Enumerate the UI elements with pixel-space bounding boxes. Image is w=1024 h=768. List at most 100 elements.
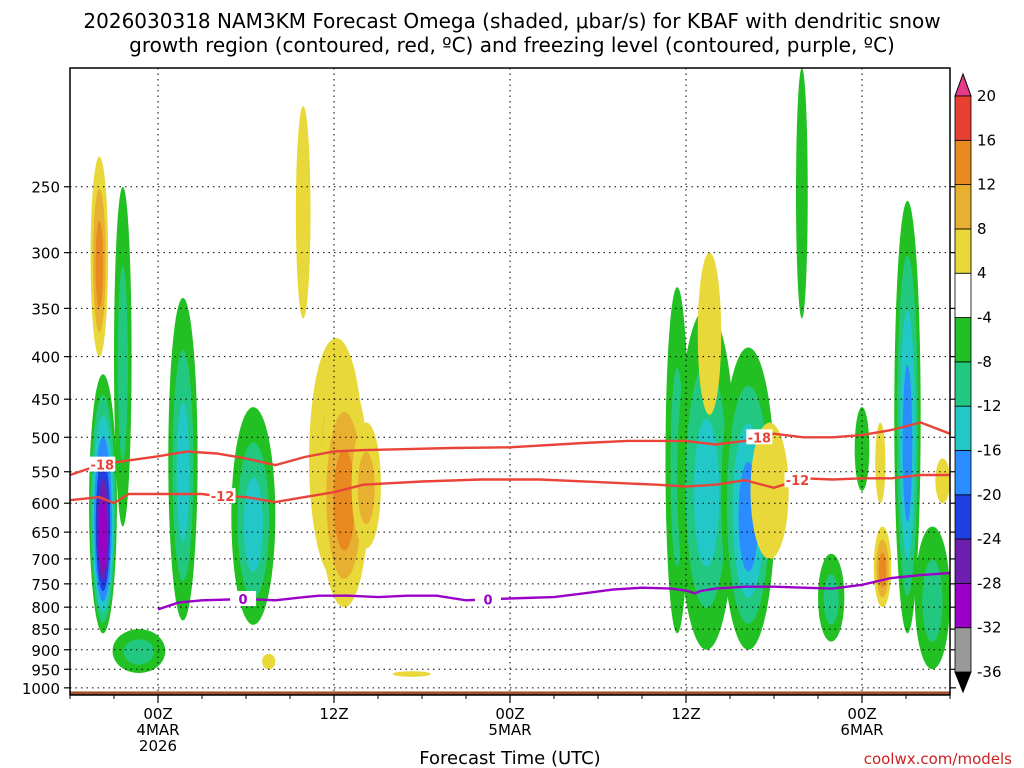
x-tick-label: 2026 bbox=[139, 737, 177, 755]
y-tick-label: 800 bbox=[31, 599, 60, 617]
colorbar-box bbox=[954, 361, 972, 407]
colorbar-label: -32 bbox=[977, 619, 1002, 637]
colorbar-box bbox=[954, 228, 972, 274]
omega-band bbox=[875, 422, 886, 504]
x-tick-label: 00Z bbox=[143, 705, 172, 723]
omega-feature-14 bbox=[750, 422, 789, 559]
omega-feature-1 bbox=[90, 156, 109, 357]
omega-band bbox=[295, 106, 311, 319]
grid-lines bbox=[70, 68, 950, 695]
omega-band bbox=[117, 265, 128, 462]
colorbar-box bbox=[954, 139, 972, 186]
colorbar-box bbox=[954, 538, 972, 584]
x-tick-label: 00Z bbox=[847, 705, 876, 723]
omega-band bbox=[823, 574, 839, 625]
contour-label: -18 bbox=[91, 459, 115, 474]
y-tick-label: 450 bbox=[31, 391, 60, 409]
credit-link[interactable]: coolwx.com/models bbox=[864, 750, 1012, 768]
colorbar-box bbox=[954, 494, 972, 540]
omega-feature-20 bbox=[854, 407, 870, 491]
omega-feature-19 bbox=[914, 526, 950, 670]
omega-feature-15 bbox=[796, 68, 808, 319]
omega-band bbox=[750, 422, 789, 559]
x-tick-label: 12Z bbox=[671, 705, 700, 723]
colorbar-arrow-high bbox=[954, 72, 972, 97]
colorbar-label: -36 bbox=[977, 663, 1002, 681]
x-tick-label: 00Z bbox=[495, 705, 524, 723]
colorbar-box bbox=[954, 317, 972, 363]
colorbar-label: 20 bbox=[977, 87, 996, 105]
omega-feature-5 bbox=[295, 106, 311, 319]
colorbar: -36 -32 -28 -24 -20 -16 -12 -8 -4 4 8 12 16 20 bbox=[954, 72, 1002, 694]
colorbar-label: -20 bbox=[977, 486, 1002, 504]
colorbar-label: -16 bbox=[977, 441, 1002, 459]
colorbar-label: -8 bbox=[977, 353, 992, 371]
x-axis-label: Forecast Time (UTC) bbox=[419, 748, 600, 768]
y-axis: 250 300 350 400 450 500 550 600 650 700 750 800 850 9… bbox=[22, 179, 956, 698]
omega-band bbox=[99, 499, 107, 571]
contour--18 bbox=[70, 421, 950, 477]
omega-band bbox=[935, 458, 950, 504]
omega-band bbox=[796, 68, 808, 319]
colorbar-label: 4 bbox=[977, 264, 987, 282]
y-tick-label: 900 bbox=[31, 642, 60, 660]
omega-feature-4 bbox=[231, 407, 276, 625]
omega-shading bbox=[89, 68, 950, 677]
colorbar-box bbox=[954, 582, 972, 629]
x-tick-label: 5MAR bbox=[488, 721, 531, 739]
omega-feature-0 bbox=[89, 374, 117, 634]
y-tick-label: 1000 bbox=[22, 680, 60, 698]
omega-band bbox=[854, 407, 870, 491]
omega-feature-3 bbox=[168, 297, 198, 621]
omega-feature-17 bbox=[873, 526, 892, 608]
omega-feature-24 bbox=[262, 653, 276, 670]
omega-band bbox=[922, 559, 943, 642]
ground-surface bbox=[70, 691, 950, 695]
omega-feature-22 bbox=[935, 458, 950, 504]
contour-label-bg bbox=[230, 591, 257, 607]
omega-band bbox=[123, 639, 155, 665]
y-tick-label: 250 bbox=[31, 179, 60, 197]
x-tick-label: 12Z bbox=[319, 705, 348, 723]
omega-feature-21 bbox=[875, 422, 886, 504]
ground-layer bbox=[70, 691, 950, 695]
omega-band bbox=[878, 552, 887, 588]
omega-band bbox=[392, 671, 431, 677]
contour-label: 0 bbox=[483, 593, 492, 608]
contour-label: -12 bbox=[211, 490, 235, 505]
y-tick-label: 500 bbox=[31, 429, 60, 447]
y-tick-label: 600 bbox=[31, 495, 60, 513]
colorbar-box bbox=[954, 405, 972, 451]
contour-0 bbox=[157, 571, 950, 611]
omega-feature-23 bbox=[392, 671, 431, 677]
y-tick-label: 750 bbox=[31, 576, 60, 594]
contour-label-bg bbox=[746, 429, 773, 445]
chart-title-line1: 2026030318 NAM3KM Forecast Omega (shaded… bbox=[83, 9, 940, 33]
omega-band bbox=[176, 402, 190, 542]
contour-label: -18 bbox=[748, 431, 772, 446]
contour-label: 0 bbox=[239, 593, 248, 608]
y-tick-label: 350 bbox=[31, 300, 60, 318]
colorbar-box bbox=[954, 95, 972, 141]
omega-feature-8 bbox=[351, 422, 381, 549]
omega-band bbox=[697, 252, 722, 415]
colorbar-label: -24 bbox=[977, 530, 1002, 548]
y-tick-label: 300 bbox=[31, 245, 60, 263]
y-tick-label: 950 bbox=[31, 661, 60, 679]
y-tick-label: 700 bbox=[31, 551, 60, 569]
omega-band bbox=[357, 451, 375, 525]
contour-lines: -18 -18 -12 -12 0 0 bbox=[70, 421, 950, 611]
contour-label-bg bbox=[209, 488, 236, 504]
colorbar-box bbox=[954, 272, 972, 318]
colorbar-box bbox=[954, 450, 972, 496]
omega-band bbox=[333, 449, 356, 551]
omega-feature-13 bbox=[697, 252, 722, 415]
y-tick-label: 850 bbox=[31, 621, 60, 639]
colorbar-label: 8 bbox=[977, 220, 987, 238]
omega-band bbox=[243, 477, 263, 572]
colorbar-label: -4 bbox=[977, 309, 992, 327]
omega-feature-9 bbox=[112, 629, 166, 674]
y-tick-label: 400 bbox=[31, 349, 60, 367]
